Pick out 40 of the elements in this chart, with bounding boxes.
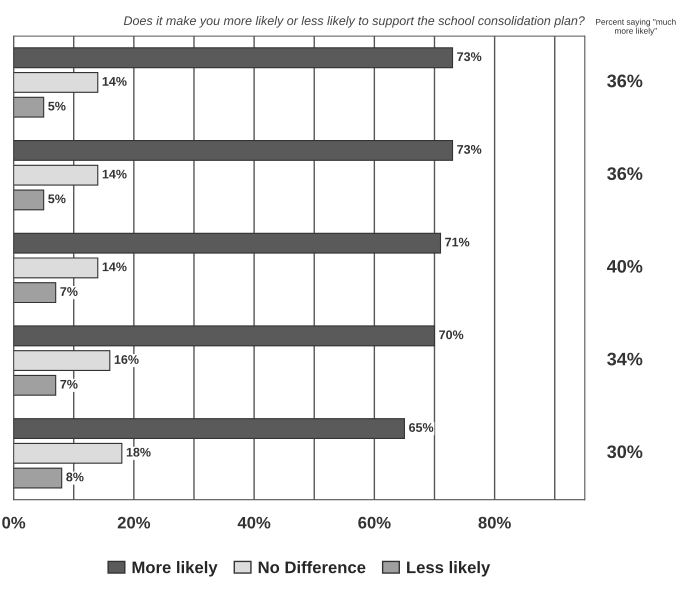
text: 36%	[607, 74, 642, 88]
text: Percent saying "much more likely"	[596, 18, 676, 36]
data-label: 18%	[126, 448, 151, 457]
data-label: 70%	[439, 330, 464, 340]
legend-label: No Difference	[258, 561, 366, 574]
bar	[14, 96, 44, 118]
data-label: 14%	[102, 170, 127, 179]
data-label: 5%	[48, 194, 66, 204]
x-tick-label: 40%	[238, 516, 270, 529]
x-tick-label: 80%	[478, 516, 511, 529]
data-label: 73%	[457, 144, 482, 154]
bar	[14, 257, 98, 278]
bar	[14, 374, 56, 396]
legend-label: More likely	[132, 561, 218, 577]
x-tick-label: 0%	[2, 516, 26, 529]
data-label: 5%	[48, 102, 66, 111]
data-label: 71%	[445, 238, 470, 246]
chart-title: Does it make you more likely or less likely to support the school consolidation plan?	[124, 16, 585, 28]
text: 36%	[607, 167, 642, 180]
data-label: 7%	[60, 380, 78, 389]
data-label: 16%	[114, 355, 139, 364]
bar	[14, 442, 122, 464]
data-label: 65%	[409, 423, 434, 432]
bar	[14, 350, 110, 372]
text: 34%	[607, 352, 642, 366]
bar	[14, 468, 62, 488]
data-label: 8%	[66, 472, 84, 482]
x-tick-label: 20%	[118, 516, 150, 529]
bar	[14, 282, 56, 304]
x-tick-label: 60%	[358, 516, 391, 529]
legend-label: Less likely	[407, 561, 490, 577]
bar	[14, 72, 98, 93]
text: 30%	[607, 445, 642, 458]
bar	[14, 164, 98, 186]
data-label: 7%	[60, 287, 78, 296]
text: 40%	[606, 260, 642, 273]
bar	[14, 189, 44, 210]
data-label: 73%	[457, 52, 482, 62]
data-label: 14%	[102, 77, 127, 86]
data-label: 14%	[102, 262, 127, 272]
